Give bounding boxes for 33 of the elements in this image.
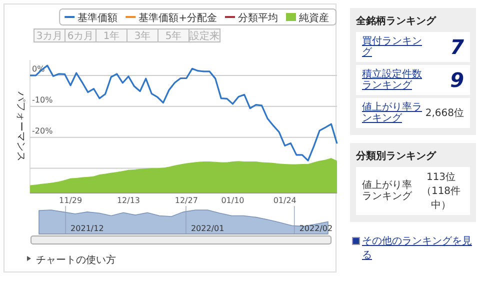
- legend-label: 純資産: [299, 12, 329, 24]
- x-tick-label: 2022/01: [190, 224, 224, 233]
- category-label: 値上がり率ランキング: [362, 102, 423, 124]
- text: 3カ月: [36, 31, 63, 42]
- text: 3年: [134, 30, 151, 42]
- text: チャートの使い方: [36, 254, 116, 266]
- text: 7: [450, 35, 464, 59]
- text: 6カ月: [67, 31, 94, 42]
- category-label: 値上がり率ランキング: [362, 180, 413, 202]
- x-tick-label: 11/29: [59, 196, 82, 205]
- text: 5年: [165, 30, 182, 42]
- x-tick-label: 01/10: [221, 196, 244, 205]
- text: その他のランキングを見る: [362, 235, 473, 262]
- text: 分類別ランキング: [354, 150, 438, 164]
- text: 1年: [103, 30, 120, 42]
- x-tick-label: 2022/02: [299, 224, 333, 233]
- y-tick-label: -10%: [32, 95, 54, 104]
- x-tick-label: 12/13: [116, 196, 140, 205]
- category-label: 買付ランキング: [362, 36, 423, 58]
- y-axis-title: パフォーマンス: [15, 90, 26, 162]
- y-tick-label: -20%: [32, 126, 54, 136]
- legend-label: 基準価額: [78, 12, 118, 24]
- legend-label: 基準価額+分配金: [138, 12, 217, 24]
- x-tick-label: 2021/12: [70, 224, 104, 233]
- x-tick-label: 01/24: [273, 196, 296, 205]
- category-label: 積立設定件数ランキング: [362, 69, 423, 91]
- text: 9: [450, 68, 464, 92]
- text: 設定来: [190, 30, 220, 42]
- text: 2,668位: [425, 108, 464, 119]
- text: 113位（118件中）: [421, 172, 461, 211]
- legend-label: 分類平均: [238, 12, 278, 24]
- x-tick-label: 12/27: [174, 196, 198, 205]
- text: 全銘柄ランキング: [355, 14, 438, 29]
